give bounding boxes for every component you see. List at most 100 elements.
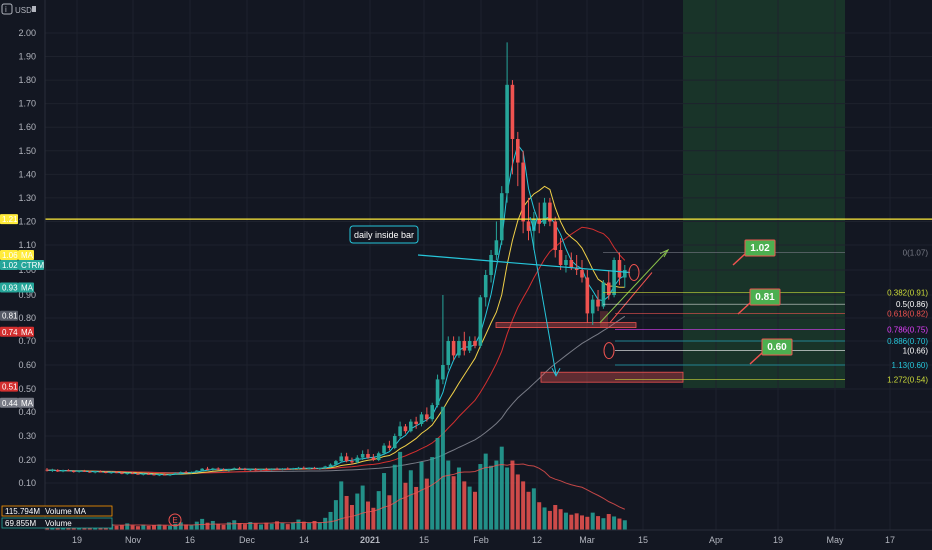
candle-body (350, 461, 354, 463)
candle-body (580, 270, 584, 278)
volume-bar (553, 505, 558, 530)
volume-bar (574, 513, 579, 530)
candle-body (451, 341, 456, 356)
candle-body (71, 471, 76, 473)
candlesticks (45, 42, 627, 477)
volume-bar (232, 520, 237, 530)
price-tag-suffix-box (18, 260, 44, 270)
candle-body (82, 470, 87, 472)
candle-body (521, 162, 525, 222)
volume-bar (146, 525, 151, 530)
volume-bar (563, 512, 568, 530)
candle-body (617, 260, 622, 278)
price-tag-box (0, 282, 18, 293)
candle-body (104, 471, 108, 473)
volume-bar (323, 517, 328, 530)
volume-bar (125, 523, 130, 530)
price-tag-box (0, 214, 18, 225)
fib-label: 0.382(0.91) (887, 289, 928, 298)
inside-bar-annotation: daily inside bar E (168, 225, 419, 527)
candle-body (478, 297, 483, 346)
candle-body (446, 341, 451, 365)
volume-bar (414, 486, 419, 530)
candle-body (285, 468, 290, 470)
candle-body (227, 469, 231, 471)
candle-body (248, 469, 253, 471)
info-icon-glyph: i (5, 5, 7, 14)
candle-body (623, 270, 627, 278)
time-axis[interactable]: 19 Nov 16 Dec 14 2021 15 Feb 12 Mar 15 Apr 19 May 17 (45, 529, 932, 545)
candle-body (516, 139, 520, 163)
candle-body (178, 472, 183, 474)
price-tag-suffix-box (18, 397, 34, 408)
candle-body (162, 474, 167, 476)
volume-bar (612, 516, 617, 530)
candle-body (280, 468, 285, 470)
price-axis[interactable]: 2.00 1.90 1.80 1.70 1.60 1.50 1.40 1.30 1.20 1.10… (18, 0, 46, 530)
candle-body (505, 84, 509, 194)
volume-bar (419, 461, 424, 530)
volume-bar (596, 516, 601, 530)
price-tag-box (0, 326, 18, 337)
x-tick-label: 16 (185, 535, 195, 545)
volume-bar (376, 491, 381, 530)
price-tag-suffix-box (18, 250, 34, 260)
volume-bar (451, 476, 456, 530)
volume-bar (210, 520, 215, 530)
y-tick-label: 1.20 (18, 216, 36, 226)
target-labels: 1.02 0.81 0.60 (732, 239, 793, 365)
candle-body (334, 461, 338, 465)
volume-tag-box (1, 517, 113, 529)
volume-bar (162, 525, 167, 530)
candle-body (387, 445, 392, 448)
target-pointer (732, 253, 746, 266)
candle-body (558, 250, 563, 265)
price-tag-value: 0.81 (2, 312, 18, 321)
volume-tag-box (1, 505, 113, 517)
x-tick-label: 14 (299, 535, 309, 545)
volume-bar (622, 520, 627, 530)
volume-bar (333, 500, 338, 530)
volume-tag-value: 115.794M (5, 507, 40, 516)
volume-bar (221, 524, 226, 530)
candle-body (532, 219, 536, 231)
y-tick-label: 0.10 (18, 478, 36, 488)
price-tag-value: 0.51 (2, 383, 18, 392)
target-label-text: 0.60 (767, 342, 787, 353)
candle-body (302, 467, 306, 469)
volume-bar (617, 518, 622, 530)
volume-bar (242, 524, 247, 530)
volume-bar (119, 525, 124, 530)
support-zones (495, 311, 684, 383)
volume-bar (152, 525, 156, 530)
candle-body (45, 469, 49, 471)
candle-body (409, 421, 413, 432)
candle-body (141, 473, 146, 475)
currency-dropdown-icon[interactable] (32, 6, 36, 12)
candle-body (168, 474, 172, 476)
volume-bar (157, 524, 162, 530)
x-tick-label: 19 (72, 535, 82, 545)
info-icon (1, 3, 13, 15)
y-tick-label: 0.60 (18, 360, 36, 370)
candle-body (569, 260, 574, 268)
volume-bar (398, 451, 403, 530)
volume-bar (558, 509, 563, 530)
volume-bar (307, 523, 312, 530)
support-zone-lower (540, 371, 684, 383)
volume-bar (473, 491, 477, 530)
candle-body (392, 436, 397, 448)
candle-body (88, 471, 92, 473)
candle-body (403, 426, 408, 432)
volume-bar (317, 522, 322, 530)
volume-ma-line (46, 463, 625, 526)
volume-bar (285, 524, 290, 530)
price-tag-suffix-box (18, 282, 34, 293)
volume-bar (467, 486, 472, 530)
volume-bar (392, 464, 397, 530)
volume-bar (606, 514, 611, 530)
volume-bar (173, 523, 178, 530)
candle-body (360, 454, 365, 458)
circle-marker-high (628, 264, 640, 281)
